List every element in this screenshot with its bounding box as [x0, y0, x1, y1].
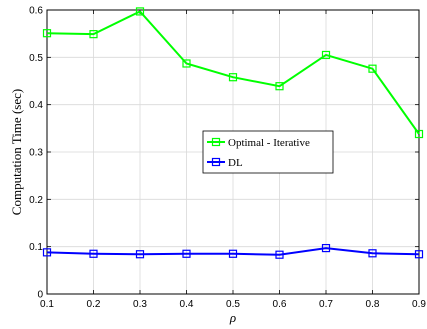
series-layer [42, 7, 424, 259]
legend-box [202, 130, 334, 174]
data-point [321, 50, 331, 60]
x-tick-label: 0.4 [180, 299, 194, 310]
data-point [182, 249, 191, 258]
x-axis-label: ρ [229, 310, 236, 325]
data-point [228, 249, 238, 258]
y-tick-label: 0.2 [29, 195, 43, 206]
x-tick-label: 0.8 [366, 299, 380, 310]
x-tick-label: 0.3 [133, 299, 147, 310]
axis-ticks: 0.1 0.2 0.3 0.4 0.5 0.6 0.7 0.8 0.900.10.20.30.4… [29, 6, 426, 311]
data-point [414, 250, 424, 259]
y-tick-label: 0 [37, 290, 43, 301]
data-point [414, 129, 424, 139]
data-point [135, 7, 145, 16]
y-tick-label: 0.4 [29, 100, 43, 111]
series-line [46, 247, 420, 256]
x-tick-label: 0.1 [40, 299, 54, 310]
data-point [182, 59, 191, 68]
data-point [275, 250, 284, 259]
x-tick-label: 0.2 [87, 299, 101, 310]
data-point [89, 249, 98, 258]
legend-marker [211, 137, 221, 147]
legend-label: DL [228, 157, 243, 169]
series-1 [42, 243, 424, 259]
data-point [321, 243, 331, 253]
y-tick-label: 0.5 [29, 53, 43, 64]
data-point [42, 29, 52, 38]
y-tick-label: 0.3 [29, 148, 43, 159]
series-line [46, 10, 420, 135]
data-point [89, 30, 98, 39]
y-tick-label: 0.1 [29, 242, 43, 253]
x-tick-label: 0.6 [273, 299, 287, 310]
data-point [368, 249, 377, 258]
data-point [135, 250, 145, 259]
series-0 [42, 7, 424, 139]
data-point [275, 82, 284, 91]
data-point [42, 248, 52, 257]
legend: Optimal - Iterative DL [202, 130, 334, 174]
legend-label: Optimal - Iterative [228, 137, 310, 149]
x-tick-label: 0.9 [412, 299, 426, 310]
y-axis-label: Computation Time (sec) [9, 89, 24, 215]
x-tick-label: 0.7 [319, 299, 333, 310]
y-tick-label: 0.6 [29, 6, 43, 17]
data-point [368, 64, 377, 73]
x-tick-label: 0.5 [226, 299, 240, 310]
data-point [228, 73, 238, 82]
legend-marker [211, 157, 221, 167]
